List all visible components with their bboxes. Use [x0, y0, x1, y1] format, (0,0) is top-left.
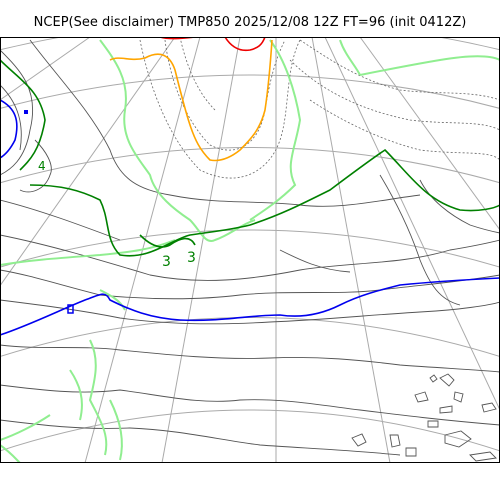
green-contours	[0, 59, 500, 257]
island-outlines	[351, 373, 497, 462]
latitude-lines	[0, 37, 500, 452]
contour-label: 4	[38, 159, 46, 173]
orange-contour	[109, 39, 273, 162]
blue-marker	[24, 110, 28, 114]
contour-label: 3	[162, 254, 171, 270]
blue-marker	[67, 304, 74, 314]
blue-contours	[0, 99, 500, 336]
lightgreen-contours	[0, 39, 500, 463]
contour-label: 3	[187, 250, 196, 266]
gray-isotherms	[0, 39, 500, 456]
map-title: NCEP(See disclaimer) TMP850 2025/12/08 1…	[33, 15, 467, 30]
red-contour	[159, 37, 266, 52]
dotted-isotherms	[139, 37, 500, 179]
longitude-lines	[0, 37, 500, 463]
